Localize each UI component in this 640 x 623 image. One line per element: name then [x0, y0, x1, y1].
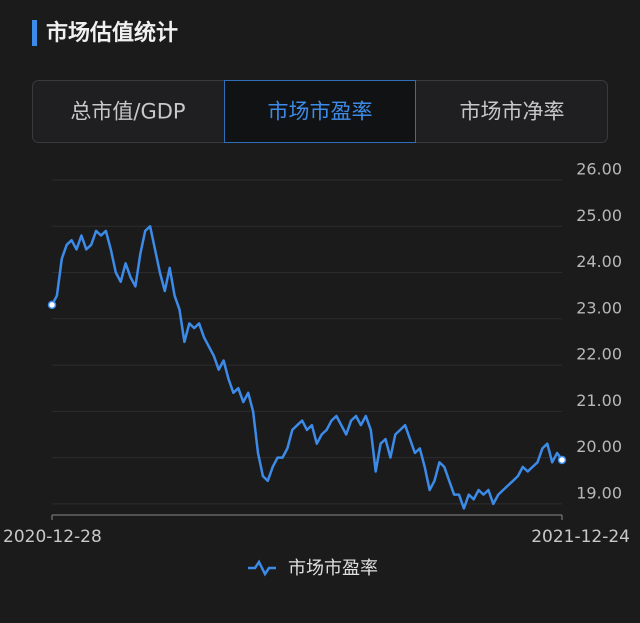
y-tick-label: 21.00 [576, 391, 622, 410]
chart: 19.00 20.00 21.00 22.00 23.00 24.00 25.00 26.00… [3, 160, 630, 580]
title-accent [32, 20, 37, 46]
y-tick-label: 19.00 [576, 483, 622, 502]
y-tick-label: 22.00 [576, 345, 622, 364]
y-tick-label: 23.00 [576, 298, 622, 317]
tab-active-bg [224, 80, 416, 143]
section-title: 市场估值统计 [46, 20, 178, 46]
legend-label: 市场市盈率 [288, 558, 378, 579]
tab[interactable]: 市场市盈率 [268, 100, 373, 124]
x-tick-label: 2020-12-28 [3, 527, 102, 547]
endpoint-marker [47, 300, 57, 310]
y-tick-label: 24.00 [576, 252, 622, 271]
data-line [50, 225, 564, 510]
x-tick-label: 2021-12-24 [531, 527, 630, 547]
y-tick-label: 20.00 [576, 437, 622, 456]
endpoint-marker [557, 455, 567, 465]
legend-icon [248, 559, 276, 577]
tab[interactable]: 总市值/GDP [70, 100, 185, 124]
y-tick-label: 26.00 [576, 160, 622, 179]
tab[interactable]: 市场市净率 [460, 100, 565, 124]
tab-bar: 总市值/GDP 市场市盈率 市场市净率 [32, 80, 608, 143]
y-tick-label: 25.00 [576, 206, 622, 225]
